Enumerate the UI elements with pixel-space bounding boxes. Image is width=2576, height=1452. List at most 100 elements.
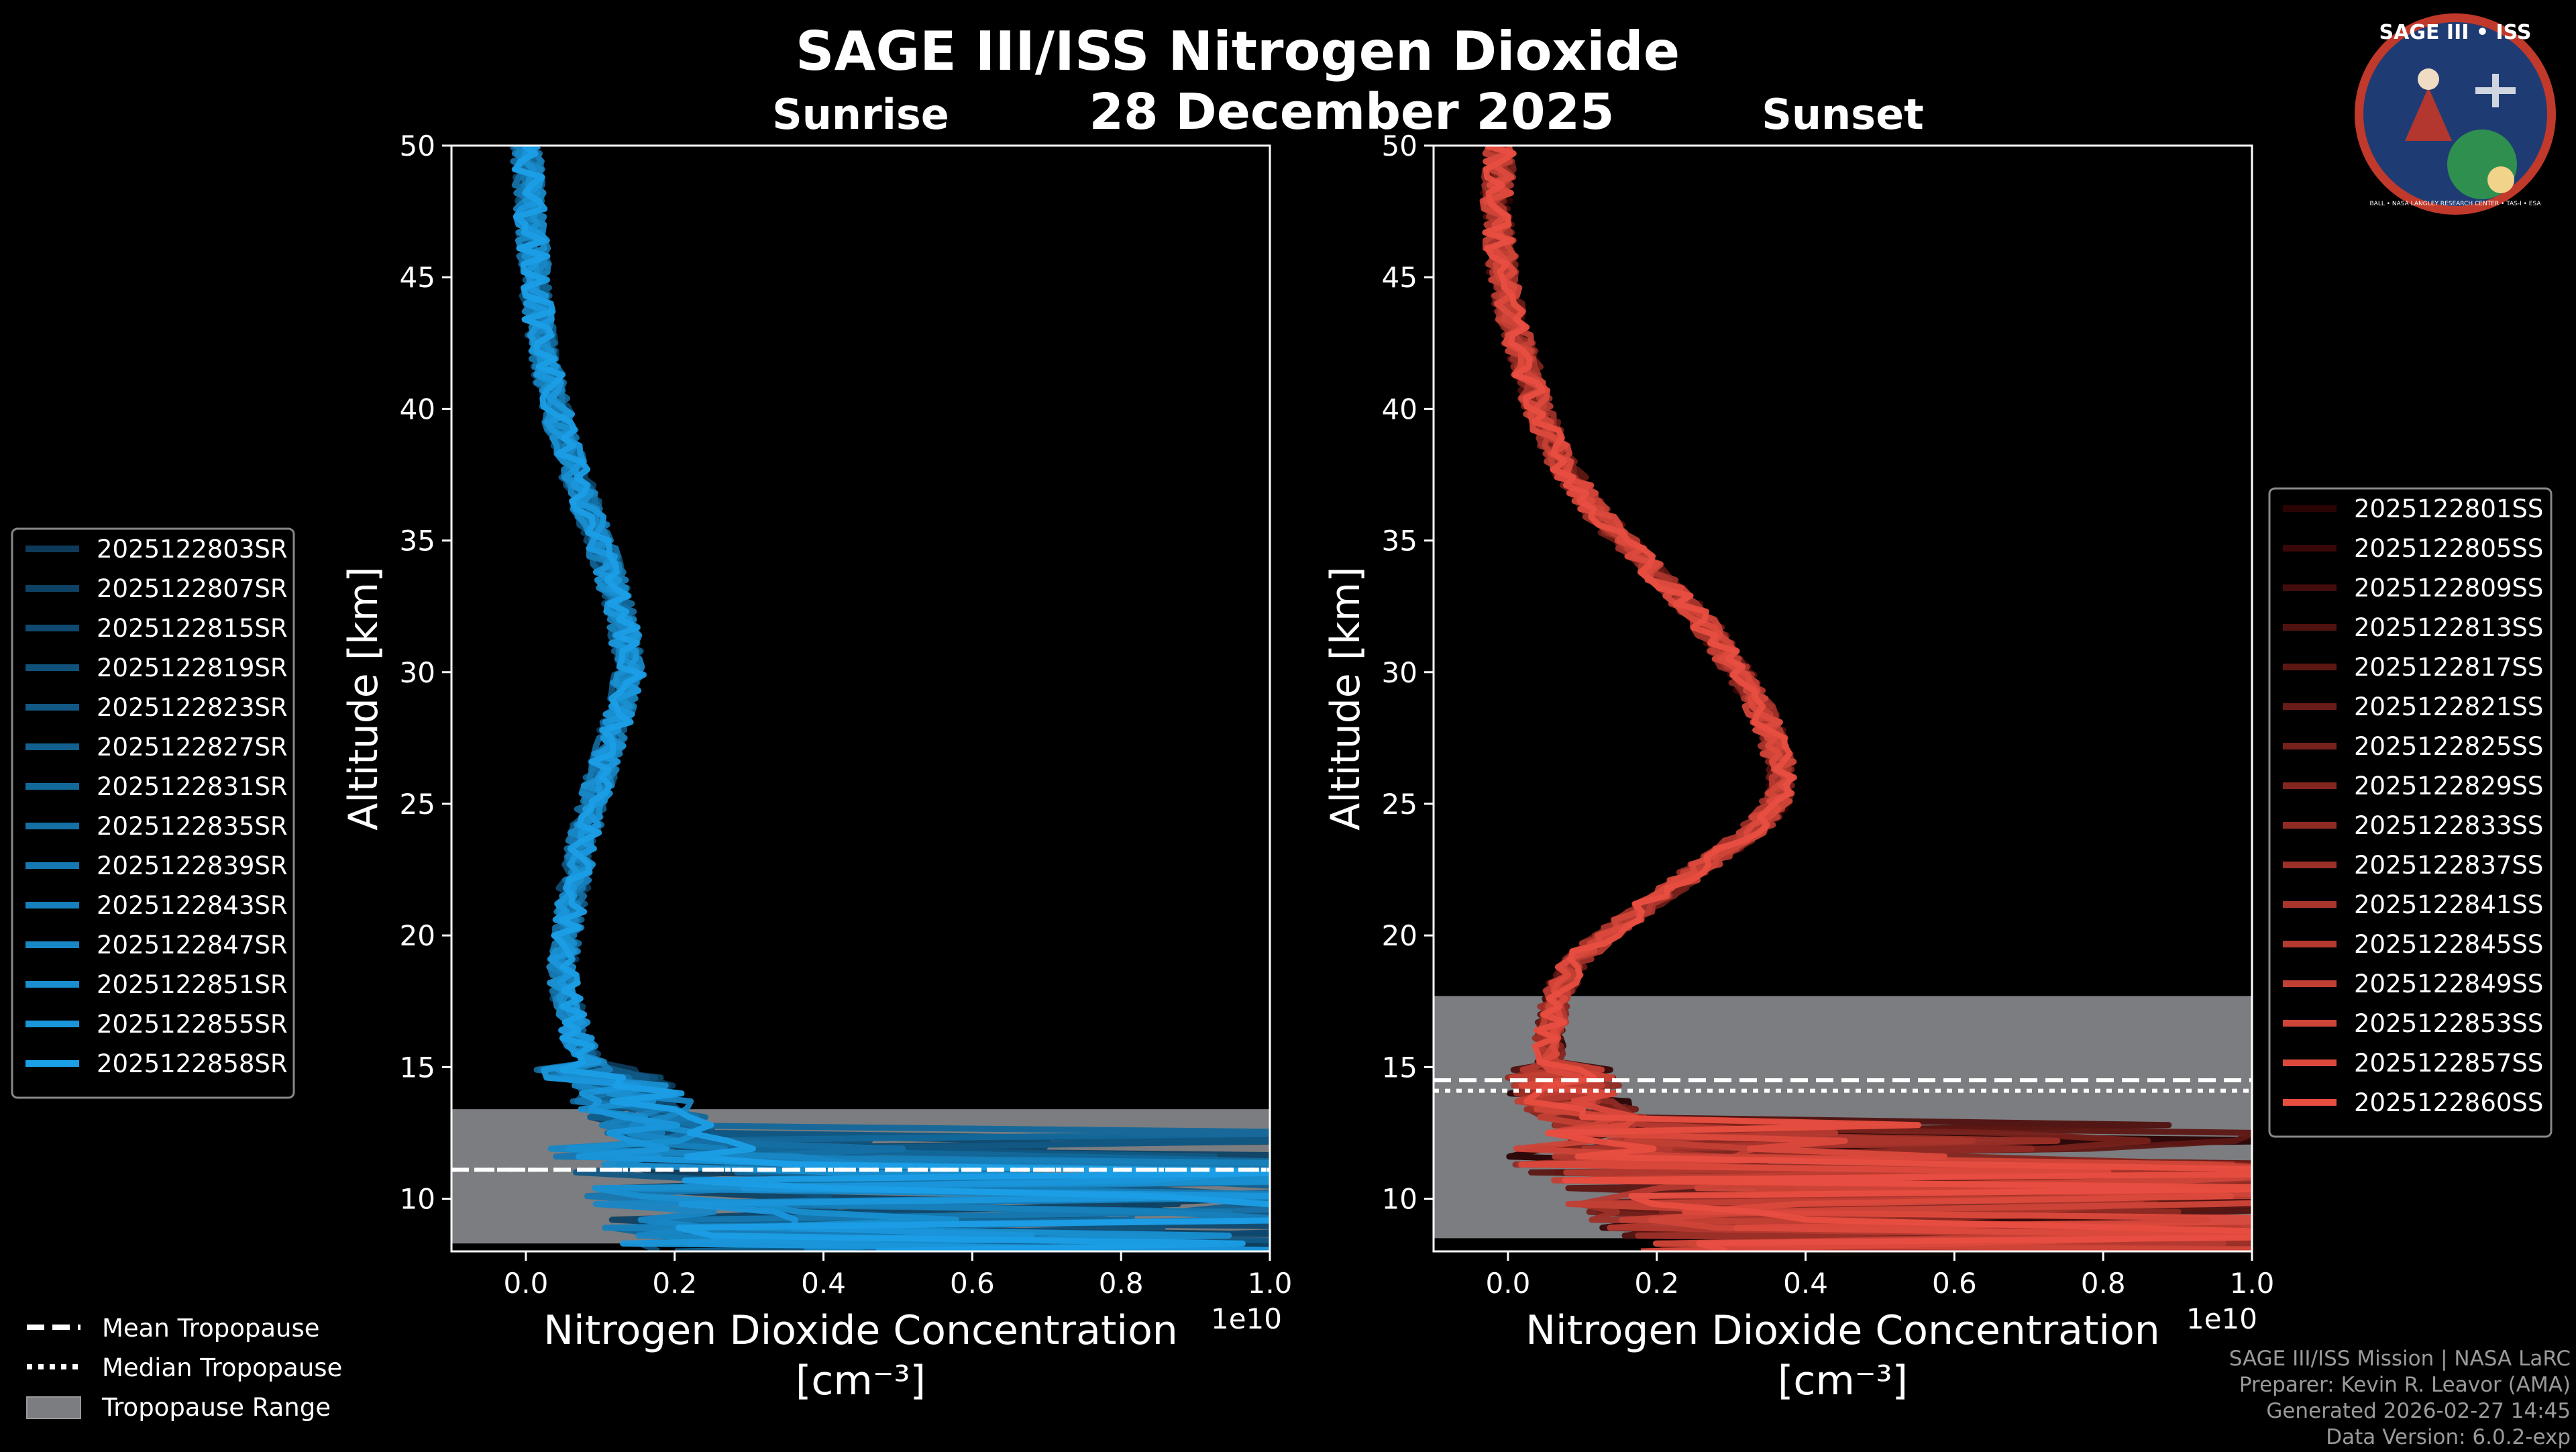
sunset-legend: 2025122801SS 2025122805SS 2025122809SS 2025…: [2268, 487, 2553, 1138]
credit-preparer: Preparer: Kevin R. Leavor (AMA): [2239, 1373, 2571, 1397]
sunrise-xtick-label: 0.8: [1099, 1267, 1144, 1300]
credit-version: Data Version: 6.0.2-exp: [2326, 1425, 2571, 1449]
sunrise-legend-label: 2025122839SR: [97, 851, 288, 880]
sunset-xtick-label: 0.8: [2081, 1267, 2126, 1300]
sunrise-ytick-label: 15: [400, 1051, 435, 1084]
sunset-ytick-label: 30: [1382, 656, 1417, 689]
sunrise-ytick-label: 30: [400, 656, 435, 689]
sunrise-ytick-label: 20: [400, 919, 435, 952]
sunset-series-2025122860SS: [1482, 146, 2252, 1251]
mean-tropopause-label: Mean Tropopause: [102, 1314, 320, 1343]
sunrise-ytick-label: 45: [400, 261, 435, 294]
sunset-panel: 0.0 0.2 0.4 0.6 0.8 1.0 10 15 20 25 30 35 40 45 50 Nit…: [1322, 129, 2275, 1404]
sunset-ytick-label: 50: [1382, 129, 1417, 162]
sunrise-ylabel: Altitude [km]: [340, 566, 387, 831]
sunrise-series-group: [451, 146, 1270, 1251]
sunset-legend-label: 2025122813SS: [2354, 613, 2543, 642]
sunrise-ticks: 0.0 0.2 0.4 0.6 0.8 1.0 10 15 20 25 30 35 40 45 50: [400, 129, 1293, 1300]
sunrise-legend-label: 2025122831SR: [97, 772, 288, 801]
sunrise-legend: 2025122803SR 2025122807SR 2025122815SR 2025…: [11, 527, 295, 1099]
credit-mission: SAGE III/ISS Mission | NASA LaRC: [2229, 1347, 2571, 1371]
sunset-xtick-label: 0.6: [1932, 1267, 1977, 1300]
sunrise-xtick-label: 0.6: [950, 1267, 995, 1300]
sunrise-xtick-label: 0.0: [504, 1267, 549, 1300]
sunrise-ytick-label: 35: [400, 525, 435, 558]
sunset-legend-label: 2025122805SS: [2354, 534, 2543, 563]
sunrise-legend-label: 2025122835SR: [97, 812, 288, 841]
sunrise-legend-label: 2025122847SR: [97, 931, 288, 960]
sunrise-legend-label: 2025122807SR: [97, 574, 288, 603]
sunrise-panel: 0.0 0.2 0.4 0.6 0.8 1.0 10 15 20 25 30 35 40 45 50 Nit…: [340, 129, 1293, 1404]
sunrise-legend-label: 2025122815SR: [97, 614, 288, 643]
sunset-legend-label: 2025122809SS: [2354, 574, 2543, 603]
sunrise-legend-label: 2025122851SR: [97, 970, 288, 999]
sunrise-legend-label: 2025122855SR: [97, 1010, 288, 1039]
sunrise-ytick-label: 40: [400, 393, 435, 425]
logo-ring-text: BALL • NASA LANGLEY RESEARCH CENTER • TA…: [2369, 201, 2541, 207]
median-tropopause-label: Median Tropopause: [102, 1353, 342, 1382]
sunset-legend-label: 2025122845SS: [2354, 930, 2543, 959]
sunset-legend-label: 2025122829SS: [2354, 772, 2543, 800]
sunset-ytick-label: 35: [1382, 525, 1417, 558]
sunrise-xscale-label: 1e10: [1211, 1302, 1282, 1335]
sunset-ytick-label: 10: [1382, 1183, 1417, 1216]
sunset-legend-label: 2025122821SS: [2354, 692, 2543, 721]
sunrise-panel-title: Sunrise: [772, 90, 949, 139]
sunset-xtick-label: 1.0: [2230, 1267, 2275, 1300]
sunset-axes-frame: [1432, 144, 2253, 1253]
sunset-xunit: [cm⁻³]: [1778, 1357, 1908, 1404]
sunset-xscale-label: 1e10: [2186, 1302, 2257, 1335]
tropopause-range-swatch: [26, 1396, 81, 1419]
figure-date: 28 December 2025: [1089, 83, 1615, 141]
sunset-xtick-label: 0.4: [1783, 1267, 1828, 1300]
sunset-legend-label: 2025122860SS: [2354, 1088, 2543, 1117]
sunrise-legend-label: 2025122827SR: [97, 733, 288, 762]
sunset-legend-label: 2025122849SS: [2354, 970, 2543, 998]
tropopause-range-label: Tropopause Range: [101, 1393, 331, 1422]
sunrise-xunit: [cm⁻³]: [796, 1357, 926, 1404]
sunset-ylabel: Altitude [km]: [1322, 566, 1369, 831]
sunset-legend-label: 2025122801SS: [2354, 495, 2543, 523]
sunrise-legend-label: 2025122819SR: [97, 654, 288, 682]
sunset-ytick-label: 20: [1382, 919, 1417, 952]
sunrise-legend-label: 2025122823SR: [97, 693, 288, 722]
sunset-legend-label: 2025122841SS: [2354, 890, 2543, 919]
logo-figure-icon: [2405, 87, 2452, 141]
logo-sun-icon: [2487, 166, 2514, 193]
sunrise-xtick-label: 1.0: [1248, 1267, 1293, 1300]
sunrise-xlabel: Nitrogen Dioxide Concentration: [543, 1307, 1178, 1354]
sunrise-ytick-label: 50: [400, 129, 435, 162]
sunset-ytick-label: 15: [1382, 1051, 1417, 1084]
sunset-ytick-label: 40: [1382, 393, 1417, 425]
sunset-xlabel: Nitrogen Dioxide Concentration: [1525, 1307, 2160, 1354]
figure-title: SAGE III/ISS Nitrogen Dioxide: [796, 20, 1680, 83]
sunrise-ytick-label: 25: [400, 788, 435, 821]
sunrise-axes-frame: [450, 144, 1271, 1253]
sunset-legend-label: 2025122825SS: [2354, 732, 2543, 761]
sunset-legend-label: 2025122857SS: [2354, 1049, 2543, 1078]
sunset-ytick-label: 45: [1382, 261, 1417, 294]
sunset-panel-title: Sunset: [1762, 90, 1924, 139]
sunrise-xtick-label: 0.4: [801, 1267, 846, 1300]
sunset-ytick-label: 25: [1382, 788, 1417, 821]
sunrise-ytick-label: 10: [400, 1183, 435, 1216]
sunrise-legend-label: 2025122803SR: [97, 535, 288, 564]
sunrise-legend-frame: [11, 527, 295, 1099]
sunrise-xtick-label: 0.2: [652, 1267, 697, 1300]
logo-title: SAGE III • ISS: [2379, 21, 2532, 44]
sunset-legend-frame: [2268, 487, 2553, 1138]
sunset-legend-label: 2025122833SS: [2354, 811, 2543, 840]
sunset-legend-label: 2025122817SS: [2354, 653, 2543, 682]
sunset-ticks: 0.0 0.2 0.4 0.6 0.8 1.0 10 15 20 25 30 35 40 45 50: [1382, 129, 2275, 1300]
sunset-series-group: [1434, 146, 2252, 1251]
sunrise-series-2025122858SR: [513, 146, 1270, 1251]
sunset-xtick-label: 0.0: [1486, 1267, 1531, 1300]
sunrise-legend-label: 2025122858SR: [97, 1049, 288, 1078]
sunset-legend-label: 2025122837SS: [2354, 851, 2543, 880]
sunset-xtick-label: 0.2: [1634, 1267, 1679, 1300]
credits: SAGE III/ISS Mission | NASA LaRC Prepare…: [2229, 1347, 2571, 1449]
sunset-legend-label: 2025122853SS: [2354, 1009, 2543, 1038]
sage-iii-iss-logo: SAGE III • ISS BALL • NASA LANGLEY RESEA…: [2355, 13, 2556, 215]
